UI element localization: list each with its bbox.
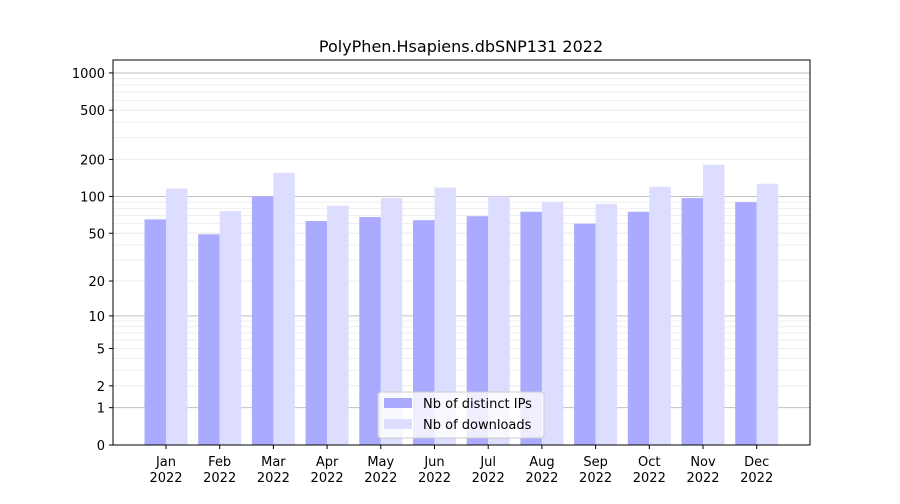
x-tick-label: 2022: [203, 471, 236, 486]
bar-downloads: [756, 183, 779, 445]
bar-ips: [198, 234, 220, 445]
x-tick-label: Dec: [744, 455, 769, 470]
bar-downloads: [703, 164, 725, 445]
bar-downloads: [380, 198, 403, 445]
bar-downloads: [327, 205, 349, 445]
bar-ips: [466, 216, 489, 445]
y-tick-label: 500: [80, 104, 105, 119]
x-tick-label: Jan: [155, 455, 176, 470]
x-tick-label: Oct: [638, 455, 660, 470]
y-tick-label: 20: [88, 275, 105, 290]
legend-label: Nb of distinct IPs: [423, 397, 532, 412]
bar-downloads: [649, 186, 671, 445]
x-tick-label: 2022: [257, 471, 290, 486]
bar-downloads: [488, 196, 510, 445]
y-tick-label: 0: [97, 439, 105, 454]
y-tick-label: 2: [97, 380, 105, 395]
x-tick-label: 2022: [311, 471, 344, 486]
legend-swatch: [384, 419, 412, 429]
x-tick-label: May: [367, 455, 394, 470]
x-tick-label: Jul: [479, 455, 496, 470]
x-tick-label: 2022: [149, 471, 182, 486]
legend: Nb of distinct IPs Nb of downloads: [377, 391, 545, 439]
y-tick-label: 100: [80, 190, 105, 205]
bar-ips: [413, 220, 435, 445]
chart-title: PolyPhen.Hsapiens.dbSNP131 2022: [319, 37, 603, 56]
x-tick-label: 2022: [525, 471, 558, 486]
y-tick-label: 10: [88, 310, 105, 325]
bar-ips: [735, 202, 757, 445]
x-tick-label: 2022: [686, 471, 719, 486]
bar-downloads: [541, 202, 564, 445]
x-tick-label: 2022: [472, 471, 505, 486]
bar-ips: [144, 219, 166, 445]
x-tick-label: Jun: [423, 455, 444, 470]
bar-ips: [627, 211, 650, 445]
x-tick-label: 2022: [579, 471, 612, 486]
x-tick-label: 2022: [740, 471, 773, 486]
bar-ips: [251, 196, 274, 445]
bar-downloads: [273, 172, 295, 446]
bar-downloads: [434, 187, 456, 445]
y-tick-label: 200: [80, 153, 105, 168]
legend-box: [377, 391, 545, 439]
legend-swatch: [384, 398, 412, 408]
x-tick-label: Feb: [208, 455, 231, 470]
x-tick-label: 2022: [418, 471, 451, 486]
x-tick-label: Sep: [583, 455, 608, 470]
x-tick-label: Aug: [529, 455, 554, 470]
x-tick-label: 2022: [364, 471, 397, 486]
bar-downloads: [595, 203, 618, 445]
y-tick-label: 50: [88, 227, 105, 242]
bar-ips: [359, 216, 381, 445]
plot-frame: [112, 59, 811, 446]
bar-ips: [520, 211, 542, 445]
x-tick-label: Apr: [316, 455, 339, 470]
bar-downloads: [166, 188, 188, 445]
bar-ips: [681, 198, 703, 445]
y-tick-label: 1000: [72, 67, 105, 82]
x-tick-label: 2022: [633, 471, 666, 486]
y-tick-label: 1: [97, 402, 105, 417]
bar-ips: [574, 223, 596, 445]
x-tick-label: Nov: [690, 455, 716, 470]
bar-ips: [305, 221, 328, 445]
y-tick-label: 5: [97, 343, 105, 358]
x-tick-label: Mar: [261, 455, 286, 470]
bar-downloads: [219, 211, 242, 445]
legend-label: Nb of downloads: [423, 418, 532, 433]
